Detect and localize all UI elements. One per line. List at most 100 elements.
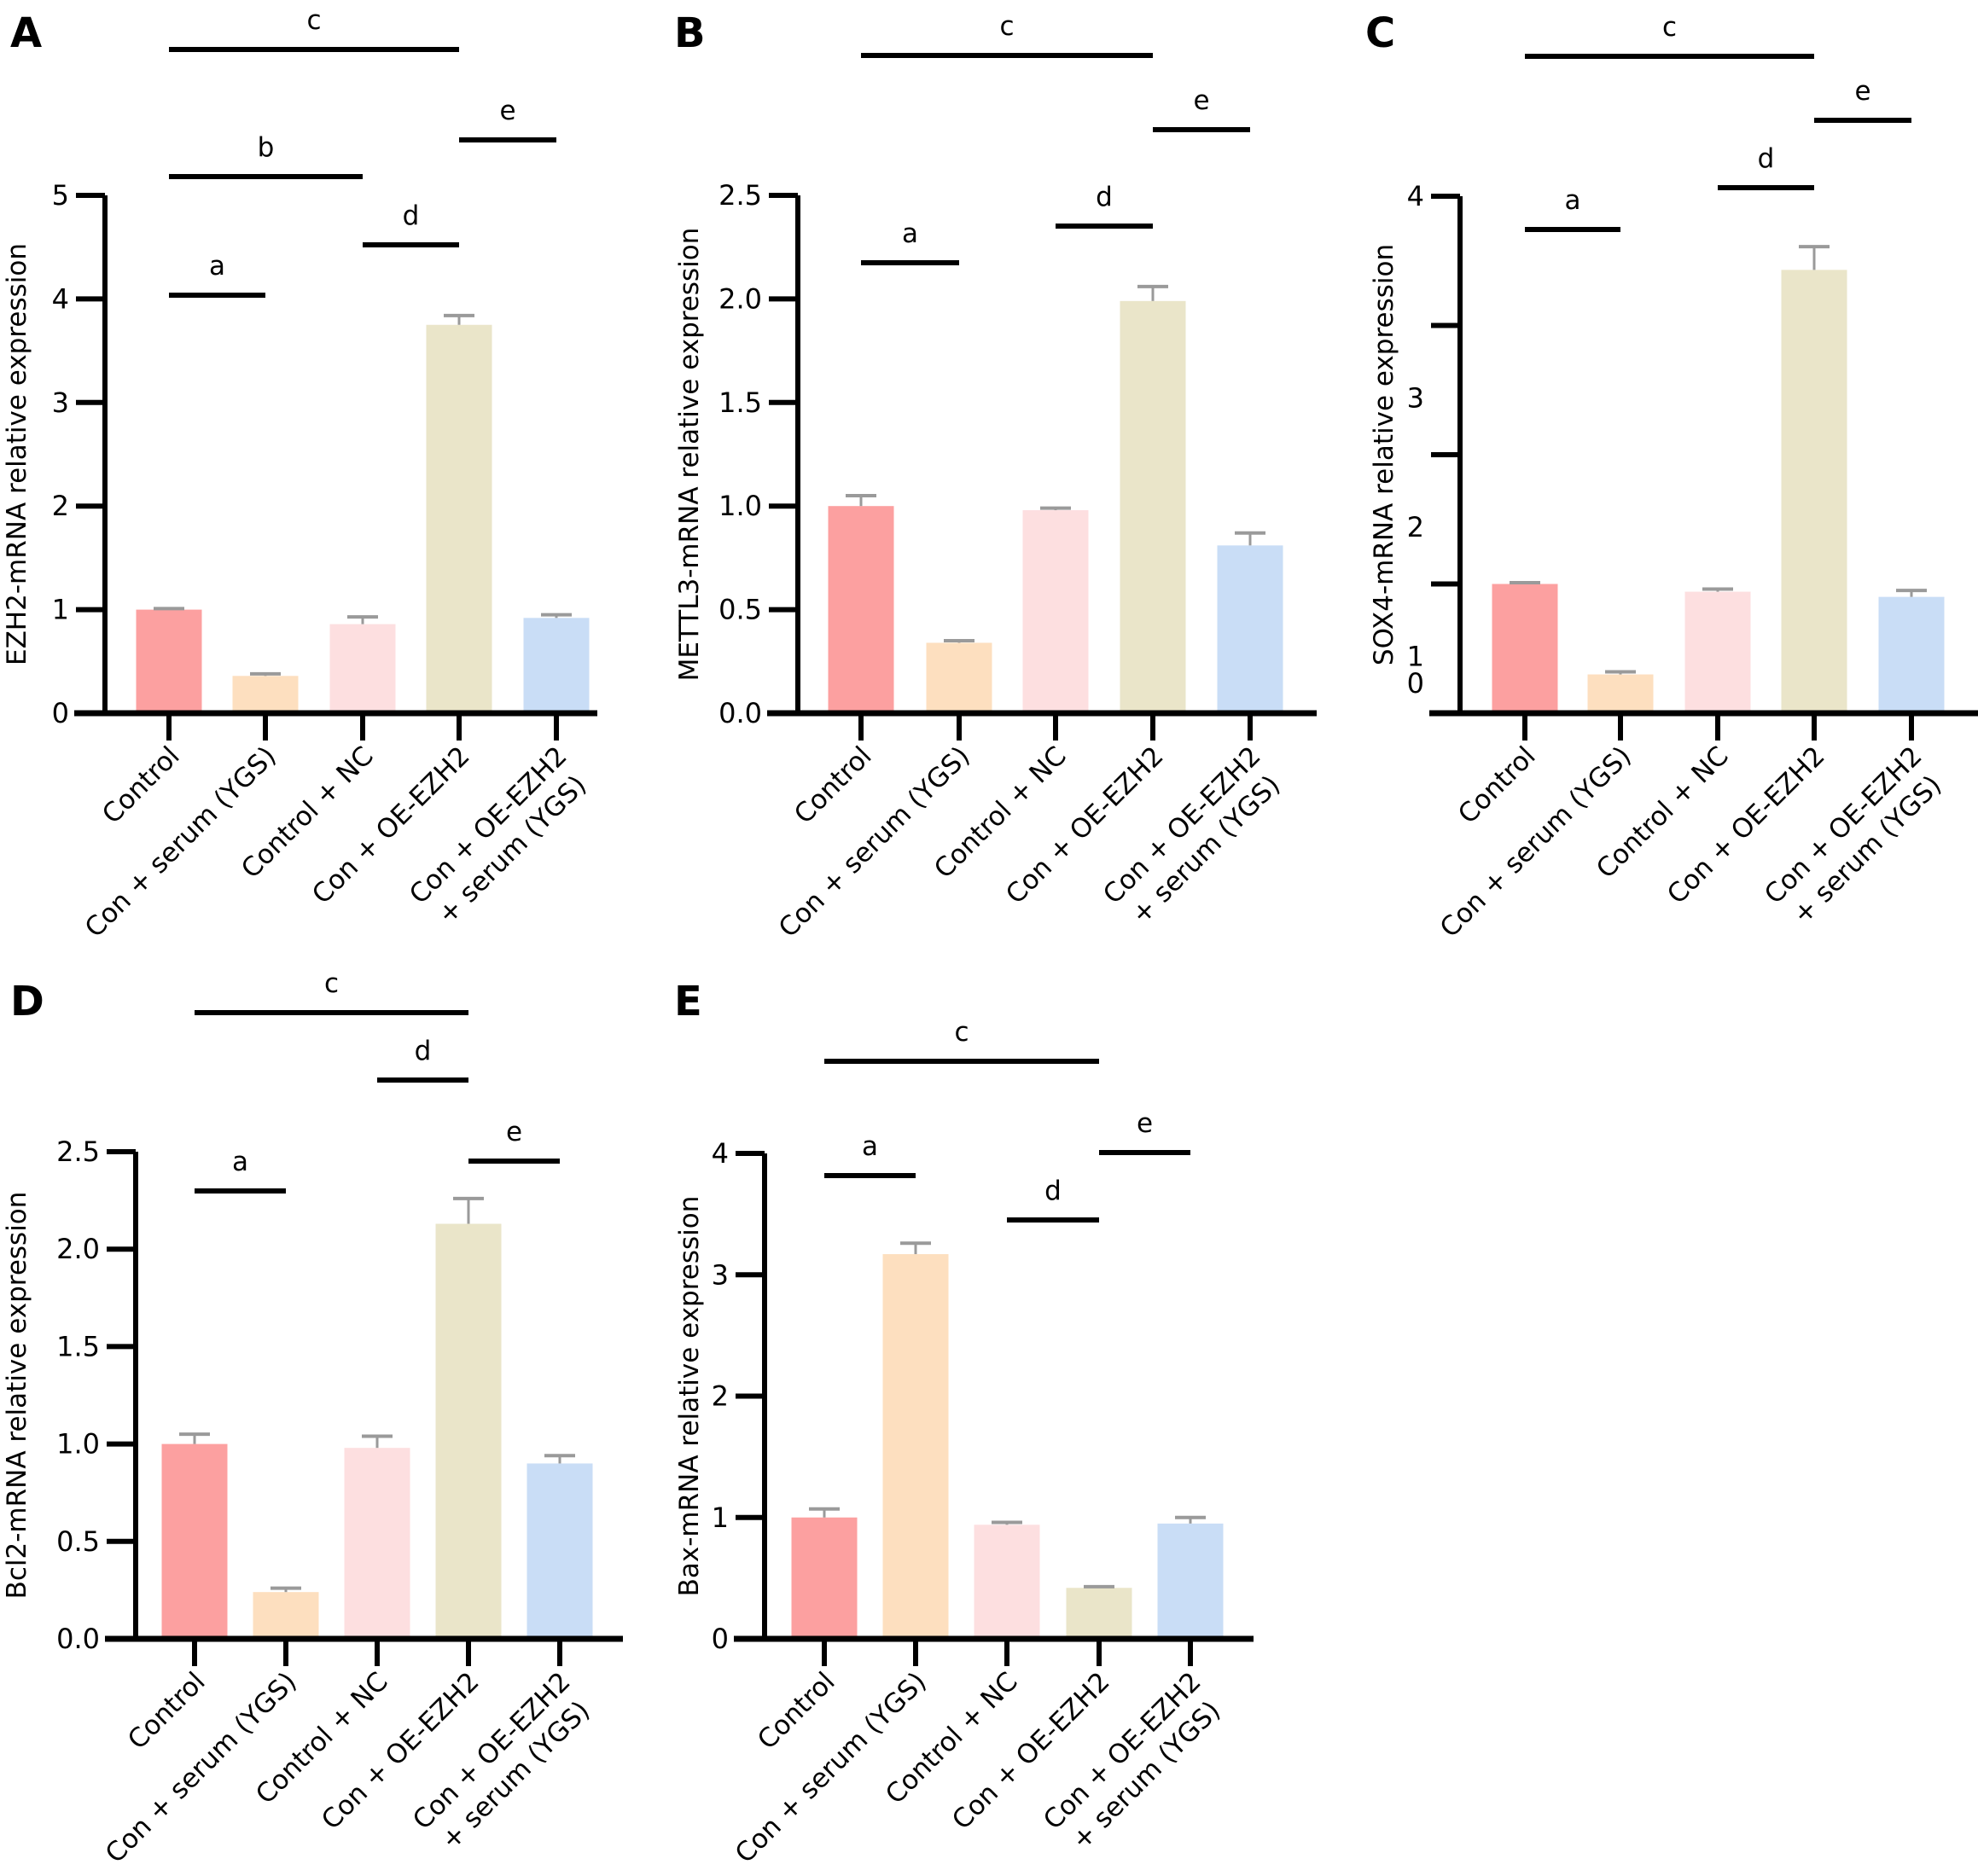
bar [974, 1525, 1040, 1639]
x-tick-label: Control [752, 1666, 841, 1756]
bar [1066, 1588, 1132, 1639]
significance-label: d [415, 1036, 432, 1066]
y-tick-label: 1 [712, 1501, 729, 1534]
significance-label: a [209, 251, 225, 282]
significance-label: c [999, 11, 1014, 42]
y-tick-label: 0.0 [718, 697, 762, 729]
bar [1492, 584, 1558, 713]
panel-letter: C [1365, 9, 1395, 57]
bar [1781, 270, 1847, 714]
bar [1217, 545, 1283, 713]
y-tick-label: 1 [1407, 641, 1424, 673]
y-tick-label: 0 [712, 1623, 729, 1655]
y-tick-label: 1.5 [718, 386, 762, 419]
x-tick-label-line: Con + serum (YGS) [773, 741, 976, 944]
bar [523, 618, 590, 713]
y-axis-title: Bcl2-mRNA relative expression [2, 1192, 32, 1600]
panel-letter: D [10, 978, 44, 1025]
bar [882, 1254, 949, 1639]
bar [526, 1463, 593, 1639]
x-tick-label-line: Control [752, 1666, 841, 1756]
x-tick-label-line: Control [122, 1666, 212, 1756]
x-tick-label: Con + serum (YGS) [1434, 741, 1638, 944]
significance-label: d [1758, 143, 1775, 174]
y-axis-title: Bax-mRNA relative expression [674, 1196, 705, 1597]
y-tick-label: 0.5 [56, 1525, 100, 1558]
bar [161, 1443, 228, 1639]
y-tick-label: 0 [1407, 667, 1424, 700]
y-tick-label: 3 [712, 1258, 729, 1291]
x-tick-label-line: Con + serum (YGS) [79, 741, 282, 944]
significance-label: a [1565, 185, 1581, 216]
bar [1022, 510, 1089, 713]
bar [253, 1592, 319, 1639]
x-tick-label: Control [1452, 741, 1542, 830]
y-tick-label: 0 [52, 697, 69, 729]
x-tick-label: Con + serum (YGS) [773, 741, 976, 944]
x-tick-label: Control [122, 1666, 212, 1756]
y-tick-label: 2 [52, 490, 69, 522]
bar [435, 1223, 502, 1639]
x-tick-label-line: Con + serum (YGS) [1434, 741, 1638, 944]
y-tick-label: 1 [52, 594, 69, 626]
y-tick-label: 2 [1407, 511, 1424, 543]
significance-label: c [954, 1017, 969, 1048]
significance-label: a [232, 1147, 248, 1177]
x-tick-label: Con + serum (YGS) [79, 741, 282, 944]
significance-label: e [1854, 76, 1870, 107]
bar [1684, 591, 1751, 713]
y-axis-title: EZH2-mRNA relative expression [2, 243, 32, 665]
panel-letter: E [674, 978, 702, 1025]
significance-label: e [499, 96, 515, 126]
bar [1120, 300, 1186, 713]
significance-label: c [324, 968, 339, 999]
y-tick-label: 1.0 [56, 1428, 100, 1461]
y-tick-label: 0.5 [718, 594, 762, 626]
y-tick-label: 4 [52, 282, 69, 315]
y-tick-label: 4 [1407, 180, 1424, 212]
bar [344, 1448, 410, 1639]
bar [232, 676, 299, 713]
bar [926, 642, 992, 713]
panel-letter: A [10, 9, 42, 57]
x-tick-label-line: Control [788, 741, 878, 830]
y-tick-label: 1.5 [56, 1330, 100, 1362]
y-tick-label: 2.5 [718, 179, 762, 212]
y-tick-label: 0.0 [56, 1623, 100, 1655]
significance-label: d [1096, 182, 1113, 212]
significance-label: d [403, 200, 420, 231]
x-tick-label-line: Control [1452, 741, 1542, 830]
significance-label: b [258, 132, 275, 163]
y-tick-label: 2.0 [56, 1233, 100, 1265]
bar [426, 324, 492, 713]
y-axis-title: SOX4-mRNA relative expression [1369, 244, 1399, 665]
significance-label: a [902, 218, 918, 249]
x-tick-label-line: Control [96, 741, 186, 830]
bar [136, 609, 202, 713]
y-tick-label: 1.0 [718, 490, 762, 522]
bar [828, 506, 894, 713]
y-tick-label: 5 [52, 179, 69, 212]
bar [1587, 674, 1654, 713]
significance-label: e [506, 1117, 522, 1147]
y-tick-label: 2.5 [56, 1135, 100, 1168]
y-tick-label: 3 [1407, 382, 1424, 415]
x-tick-label: Control [788, 741, 878, 830]
panel-letter: B [674, 9, 706, 57]
significance-label: c [1662, 12, 1677, 43]
y-tick-label: 2.0 [718, 282, 762, 315]
y-tick-label: 4 [712, 1137, 729, 1170]
y-tick-label: 2 [712, 1380, 729, 1413]
bar [791, 1517, 858, 1639]
y-tick-label: 3 [52, 386, 69, 419]
significance-label: c [306, 5, 321, 36]
significance-label: d [1044, 1176, 1062, 1206]
significance-label: e [1137, 1108, 1153, 1139]
bar [329, 624, 396, 713]
significance-label: e [1193, 85, 1209, 116]
